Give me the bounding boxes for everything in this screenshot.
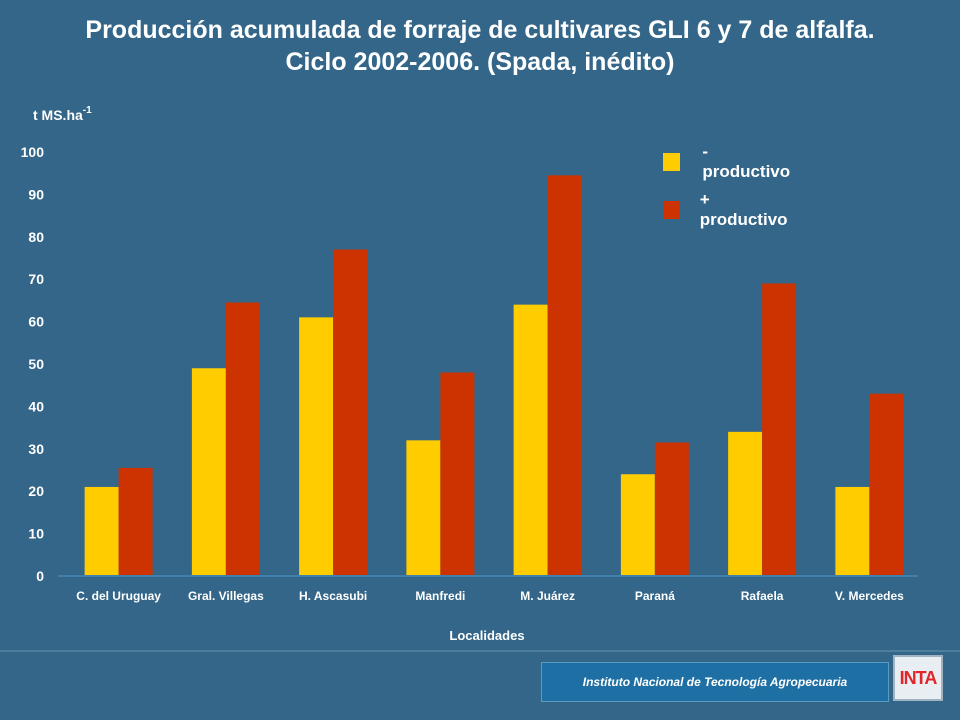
x-tick-label: C. del Uruguay <box>76 589 161 603</box>
chart-title-line1: Producción acumulada de forraje de culti… <box>85 16 875 44</box>
y-tick-label: 20 <box>28 483 44 499</box>
legend-label-low: - productivo <box>702 142 791 181</box>
x-axis-label: Localidades <box>449 628 524 643</box>
y-axis-label-text: t MS.ha <box>33 107 83 123</box>
y-tick-label: 10 <box>28 526 44 542</box>
x-tick-labels: C. del Uruguay Gral. Villegas H. Ascasubi M… <box>76 589 904 603</box>
bar-low-5 <box>620 474 655 576</box>
y-tick-label: 100 <box>21 144 45 160</box>
bar-low-2 <box>299 317 334 576</box>
x-tick-label: H. Ascasubi <box>299 589 367 603</box>
legend-swatch-high <box>663 201 680 219</box>
chart-title-line2: Ciclo 2002-2006. (Spada, inédito) <box>285 48 675 76</box>
inta-logo: INTA <box>893 655 943 701</box>
legend-item-high: + productivo <box>663 190 790 230</box>
y-tick-label: 40 <box>28 398 44 414</box>
y-tick-label: 80 <box>28 229 44 245</box>
bar-low-7 <box>835 486 870 576</box>
bar-low-0 <box>84 486 119 576</box>
y-tick-label: 70 <box>28 271 44 287</box>
y-tick-label: 30 <box>28 441 44 457</box>
bar-high-6 <box>762 283 797 576</box>
bar-high-1 <box>225 302 260 576</box>
institution-banner: Instituto Nacional de Tecnología Agropec… <box>541 662 889 702</box>
y-tick-label: 0 <box>36 568 44 584</box>
bar-low-6 <box>728 431 763 576</box>
bars <box>84 175 904 576</box>
bar-low-4 <box>513 304 548 576</box>
x-tick-label: Manfredi <box>415 589 465 603</box>
x-tick-label: Gral. Villegas <box>188 589 264 603</box>
bar-high-5 <box>654 442 689 576</box>
x-tick-label: Rafaela <box>741 589 784 603</box>
bar-high-4 <box>547 175 582 576</box>
x-tick-label: M. Juárez <box>520 589 575 603</box>
inta-logo-text: INTA <box>899 667 938 688</box>
bar-high-0 <box>118 467 153 576</box>
bar-low-3 <box>406 440 441 576</box>
bar-high-7 <box>869 393 904 576</box>
legend-swatch-low <box>663 153 681 171</box>
footer-divider <box>0 650 960 652</box>
legend-label-high: + productivo <box>699 190 788 229</box>
x-tick-label: Paraná <box>635 589 675 603</box>
chart-title: Producción acumulada de forraje de culti… <box>0 14 960 78</box>
y-axis-label: t MS.ha-1 <box>33 105 92 123</box>
x-tick-label: V. Mercedes <box>835 589 904 603</box>
y-tick-label: 50 <box>28 356 44 372</box>
y-tick-label: 60 <box>28 314 44 330</box>
legend-item-low: - productivo <box>663 142 792 182</box>
institution-name: Instituto Nacional de Tecnología Agropec… <box>582 675 848 689</box>
bar-high-3 <box>440 372 475 576</box>
bar-high-2 <box>333 249 368 576</box>
bar-low-1 <box>191 368 226 576</box>
y-axis-label-superscript: -1 <box>83 105 92 116</box>
y-tick-labels: 0 10 20 30 40 50 60 70 80 90 100 <box>21 144 45 584</box>
y-tick-label: 90 <box>28 186 44 202</box>
